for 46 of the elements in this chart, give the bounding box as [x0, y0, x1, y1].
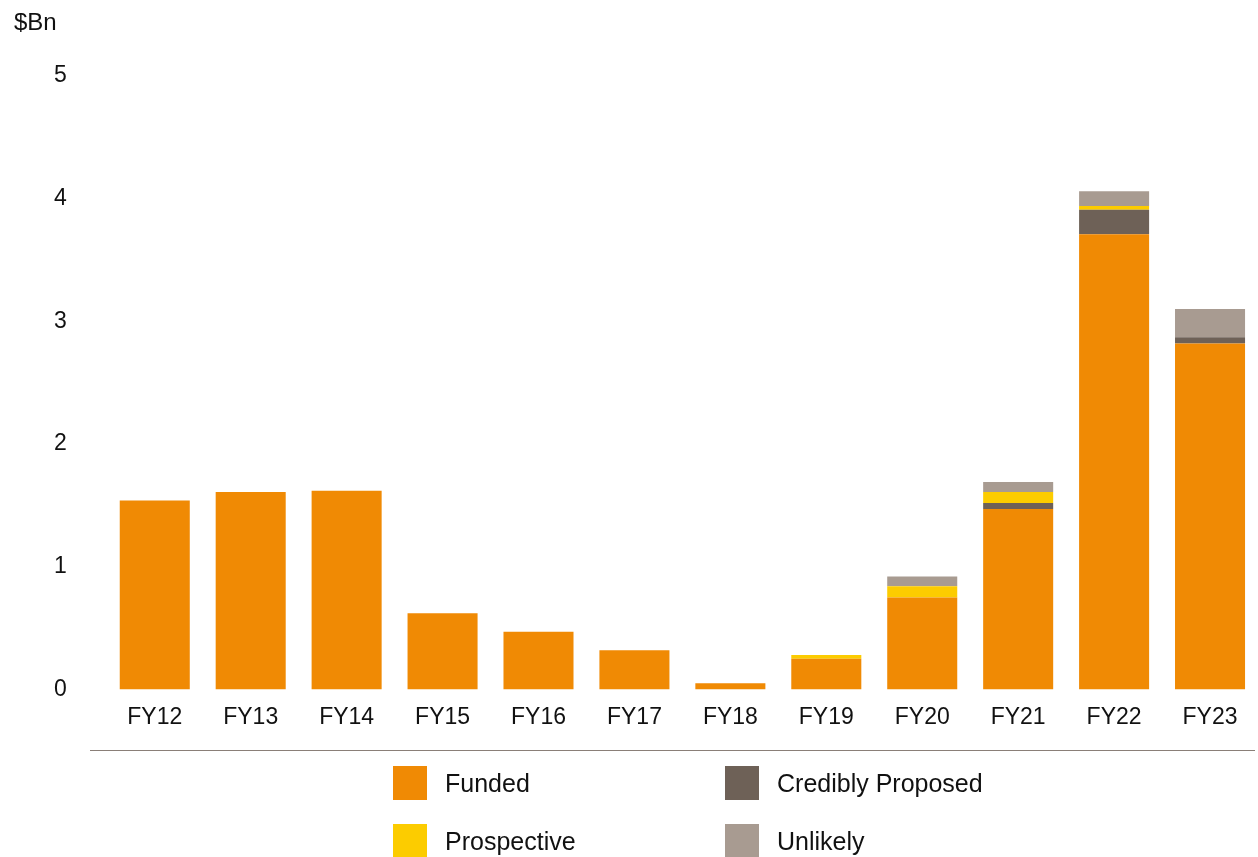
y-tick-label: 3	[53, 306, 67, 333]
bar	[311, 490, 382, 690]
x-tick-label: FY12	[127, 702, 183, 729]
x-tick-label: FY13	[223, 702, 279, 729]
bar	[503, 631, 574, 690]
bar	[215, 491, 286, 690]
bar	[407, 613, 478, 690]
legend-label: Funded	[445, 768, 530, 798]
bar	[1079, 209, 1150, 235]
y-tick-label: 5	[53, 61, 67, 88]
bar	[1079, 191, 1150, 207]
bar	[983, 482, 1054, 492]
x-tick-label: FY18	[702, 702, 758, 729]
bar	[1175, 309, 1246, 338]
x-tick-label: FY23	[1182, 702, 1238, 729]
x-tick-label: FY20	[894, 702, 950, 729]
bar	[887, 597, 958, 690]
x-tick-label: FY22	[1086, 702, 1142, 729]
bar	[791, 658, 862, 690]
y-tick-label: 2	[53, 429, 67, 456]
legend-label: Prospective	[445, 826, 576, 856]
bar	[119, 500, 190, 690]
bar	[1079, 234, 1150, 690]
bar	[983, 491, 1054, 503]
x-tick-label: FY19	[798, 702, 854, 729]
y-tick-label: 4	[53, 184, 67, 211]
bar	[791, 655, 862, 659]
x-tick-label: FY15	[415, 702, 471, 729]
bar	[983, 502, 1054, 510]
legend-label: Unlikely	[777, 826, 865, 856]
x-tick-label: FY16	[511, 702, 566, 729]
x-tick-label: FY14	[319, 702, 375, 729]
bar	[1079, 206, 1150, 210]
y-tick-label: 0	[53, 674, 67, 701]
bar	[983, 509, 1054, 690]
y-axis-title: $Bn	[14, 8, 57, 36]
bar	[1175, 343, 1246, 690]
bar	[887, 576, 958, 587]
bar	[887, 586, 958, 598]
x-tick-label: FY17	[606, 702, 662, 729]
bar	[1175, 337, 1246, 344]
x-tick-label: FY21	[990, 702, 1046, 729]
y-tick-label: 1	[53, 552, 67, 579]
legend-label: Credibly Proposed	[777, 768, 983, 798]
bar	[695, 683, 766, 690]
bar	[599, 650, 670, 690]
